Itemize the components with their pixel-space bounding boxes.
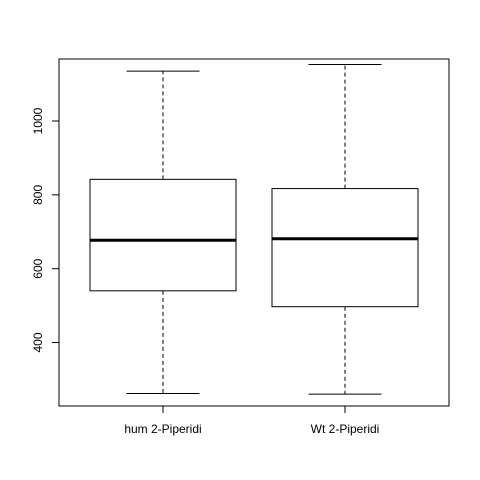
box-iqr: [89, 178, 237, 292]
y-axis: 400 600 800 1000: [31, 107, 60, 353]
box-1: [89, 70, 237, 394]
boxes-group: [89, 64, 419, 395]
box-iqr: [271, 188, 419, 308]
box-2: [271, 64, 419, 395]
x-tick-label: hum 2-Piperidi: [124, 422, 201, 436]
y-tick-label: 1000: [31, 107, 45, 134]
y-tick-label: 600: [31, 258, 45, 278]
x-axis: hum 2-Piperidi Wt 2-Piperidi: [124, 405, 380, 436]
y-tick-label: 400: [31, 332, 45, 352]
x-tick-label: Wt 2-Piperidi: [311, 422, 380, 436]
y-tick-label: 800: [31, 185, 45, 205]
